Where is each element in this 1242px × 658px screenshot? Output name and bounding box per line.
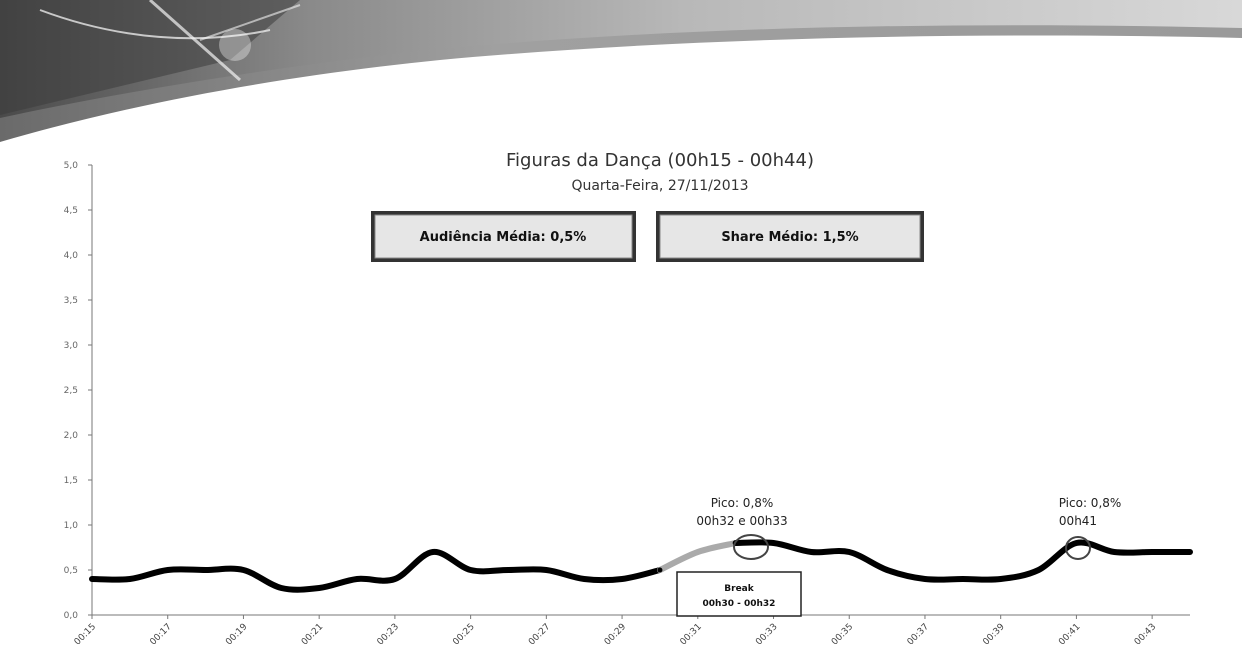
x-tick-label: 00:29 — [603, 622, 629, 648]
y-tick-label: 4,0 — [64, 251, 79, 261]
data-point — [884, 567, 890, 573]
chart-subtitle: Quarta-Feira, 27/11/2013 — [571, 178, 748, 194]
x-tick-label: 00:19 — [224, 622, 250, 648]
data-point — [619, 576, 625, 582]
x-tick-label: 00:21 — [300, 622, 325, 647]
x-tick-label: 00:33 — [754, 622, 779, 647]
share-label: Share Médio: 1,5% — [721, 230, 858, 245]
y-tick-label: 0,5 — [64, 566, 78, 576]
data-point — [1036, 567, 1042, 573]
data-point — [771, 540, 777, 546]
audiencia-box: Audiência Média: 0,5% — [371, 211, 636, 262]
data-point — [998, 576, 1004, 582]
data-point — [1073, 540, 1079, 546]
header-banner — [0, 0, 1242, 142]
peak1-time: 00h32 e 00h33 — [696, 514, 787, 528]
data-point — [392, 576, 398, 582]
x-tick-label: 00:35 — [830, 622, 855, 647]
x-tick-label: 00:25 — [451, 622, 476, 647]
series-line-break — [656, 540, 739, 573]
data-point — [203, 567, 209, 573]
data-point — [89, 576, 95, 582]
data-point — [846, 549, 852, 555]
data-point — [695, 549, 701, 555]
series-line-after-break — [732, 539, 1193, 583]
y-tick-label: 2,5 — [64, 386, 78, 396]
x-tick-label: 00:41 — [1057, 622, 1082, 647]
peak2-label: Pico: 0,8% — [1059, 496, 1122, 510]
data-point — [657, 567, 663, 573]
share-box: Share Médio: 1,5% — [656, 211, 924, 262]
chart-title: Figuras da Dança (00h15 - 00h44) — [506, 150, 814, 171]
data-point — [543, 567, 549, 573]
data-point — [505, 567, 511, 573]
peak2-time: 00h41 — [1059, 514, 1097, 528]
data-point — [468, 567, 474, 573]
data-point — [278, 585, 284, 591]
y-tick-label: 0,0 — [64, 611, 79, 621]
break-box: Break 00h30 - 00h32 — [676, 571, 802, 617]
series-line — [89, 548, 663, 593]
data-point — [808, 549, 814, 555]
data-point — [922, 576, 928, 582]
x-tick-label: 00:43 — [1133, 622, 1158, 647]
data-point — [430, 549, 436, 555]
x-tick-label: 00:31 — [679, 622, 704, 647]
audiencia-label: Audiência Média: 0,5% — [420, 230, 587, 245]
x-tick-label: 00:27 — [527, 622, 552, 647]
peak1-label: Pico: 0,8% — [711, 496, 774, 510]
data-point — [127, 576, 133, 582]
y-tick-label: 3,0 — [64, 341, 79, 351]
y-tick-label: 2,0 — [64, 431, 79, 441]
y-tick-label: 1,5 — [64, 476, 78, 486]
data-point — [960, 576, 966, 582]
x-tick-label: 00:37 — [906, 622, 931, 647]
break-time: 00h30 - 00h32 — [703, 599, 776, 609]
x-tick-label: 00:17 — [148, 622, 173, 647]
y-tick-label: 1,0 — [64, 521, 79, 531]
data-point — [1149, 549, 1155, 555]
y-tick-label: 3,5 — [64, 296, 78, 306]
x-tick-label: 00:39 — [981, 622, 1007, 648]
data-point — [240, 567, 246, 573]
y-tick-label: 5,0 — [64, 161, 79, 171]
peak-marker-2 — [1065, 536, 1091, 560]
x-tick-label: 00:15 — [73, 622, 98, 647]
x-tick-label: 00:23 — [376, 622, 401, 647]
data-point — [1187, 549, 1193, 555]
data-point — [354, 576, 360, 582]
data-point — [1111, 549, 1117, 555]
data-point — [581, 576, 587, 582]
y-tick-label: 4,5 — [64, 206, 78, 216]
break-label: Break — [724, 584, 754, 594]
data-point — [165, 567, 171, 573]
data-point — [316, 585, 322, 591]
peak-marker-1 — [733, 534, 769, 560]
